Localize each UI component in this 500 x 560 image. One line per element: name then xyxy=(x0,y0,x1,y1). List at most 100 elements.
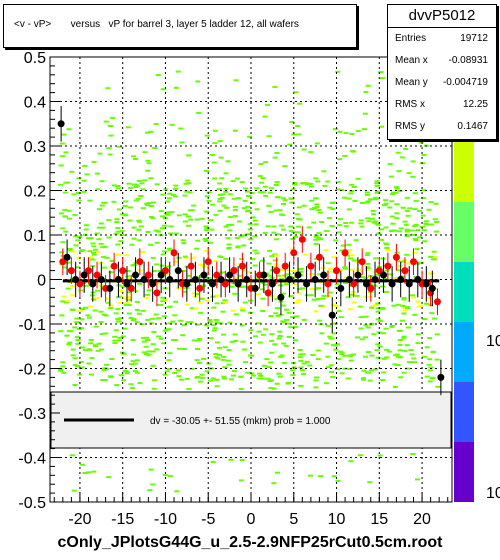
y-tick-label: 0.4 xyxy=(24,95,46,112)
black-point xyxy=(183,280,191,288)
stats-value: -0.08931 xyxy=(448,55,488,66)
black-point xyxy=(106,284,114,292)
x-tick-label: 15 xyxy=(370,511,388,528)
stats-label: Mean x xyxy=(395,55,428,66)
black-point xyxy=(114,276,122,283)
x-tick-label: 0 xyxy=(247,511,256,528)
stats-name: dvvP5012 xyxy=(388,5,496,28)
red-point xyxy=(187,262,195,270)
x-tick-label: -5 xyxy=(201,511,215,528)
black-point xyxy=(285,276,293,283)
stats-box: dvvP5012 Entries 19712 Mean x -0.08931 M… xyxy=(387,4,497,140)
stats-row-mean-y: Mean y -0.004719 xyxy=(388,72,496,94)
black-point xyxy=(428,284,436,292)
red-point xyxy=(230,267,238,275)
red-point xyxy=(213,271,221,279)
red-point xyxy=(59,258,67,266)
black-point xyxy=(57,120,65,128)
black-point xyxy=(89,280,97,288)
red-point xyxy=(170,249,178,257)
red-point xyxy=(315,253,323,261)
stats-value: -0.004719 xyxy=(442,77,488,88)
red-point xyxy=(153,289,161,297)
black-point xyxy=(328,311,336,319)
red-point xyxy=(119,267,127,275)
stats-label: Entries xyxy=(395,33,427,44)
black-point xyxy=(191,276,199,283)
red-point xyxy=(281,262,289,270)
red-point xyxy=(273,267,281,275)
stats-value: 12.25 xyxy=(462,99,488,110)
stats-row-mean-x: Mean x -0.08931 xyxy=(388,50,496,72)
black-point xyxy=(200,271,208,279)
stats-label: RMS y xyxy=(395,121,425,132)
black-point xyxy=(174,267,182,275)
red-point xyxy=(204,258,212,266)
y-tick-label: 0.5 xyxy=(24,50,46,67)
y-tick-label: -0.4 xyxy=(18,451,46,468)
black-point xyxy=(72,276,80,283)
colorbar-segment xyxy=(454,442,474,502)
red-point xyxy=(410,258,418,266)
black-point xyxy=(414,276,422,283)
black-point xyxy=(268,280,276,288)
black-point xyxy=(140,276,148,283)
red-point xyxy=(127,284,135,292)
red-point xyxy=(136,258,144,266)
colorbar-segment xyxy=(454,202,474,262)
red-point xyxy=(341,249,349,257)
black-point xyxy=(260,271,268,279)
title-box: <v - vP> versus vP for barrel 3, layer 5… xyxy=(3,4,357,48)
black-point xyxy=(320,271,328,279)
y-tick-label: 0.3 xyxy=(24,139,46,156)
black-point xyxy=(149,280,157,288)
black-point xyxy=(437,373,445,381)
red-point xyxy=(221,280,229,288)
red-point xyxy=(384,262,392,270)
y-tick-label: -0.2 xyxy=(18,362,46,379)
red-point xyxy=(375,267,383,275)
x-tick-label: 5 xyxy=(289,511,298,528)
red-point xyxy=(392,253,400,261)
x-tick-label: -15 xyxy=(111,511,134,528)
black-point xyxy=(97,276,105,283)
black-point xyxy=(80,271,88,279)
black-point xyxy=(157,271,165,279)
red-point xyxy=(144,271,152,279)
red-point xyxy=(324,280,332,288)
black-point xyxy=(251,284,259,292)
colorbar-segment xyxy=(454,322,474,382)
red-point xyxy=(93,271,101,279)
red-point xyxy=(358,258,366,266)
black-point xyxy=(422,280,430,288)
red-point xyxy=(196,284,204,292)
stats-row-rms-x: RMS x 12.25 xyxy=(388,94,496,116)
red-point xyxy=(67,267,75,275)
red-point xyxy=(76,280,84,288)
black-point xyxy=(63,253,71,261)
red-point xyxy=(307,262,315,270)
red-point xyxy=(298,235,306,243)
black-point xyxy=(226,271,234,279)
red-point xyxy=(264,289,272,297)
red-point xyxy=(238,262,246,270)
black-point xyxy=(388,280,396,288)
black-point xyxy=(294,271,302,279)
black-point xyxy=(311,276,319,283)
x-tick-label: -10 xyxy=(154,511,177,528)
stats-label: RMS x xyxy=(395,99,425,110)
black-point xyxy=(209,280,217,288)
black-point xyxy=(380,271,388,279)
red-point xyxy=(367,284,375,292)
y-tick-label: 0 xyxy=(37,273,46,290)
black-point xyxy=(217,276,225,283)
colorbar-segment xyxy=(454,382,474,442)
y-tick-label: -0.3 xyxy=(18,406,46,423)
stats-row-rms-y: RMS y 0.1467 xyxy=(388,116,496,138)
y-tick-label: -0.1 xyxy=(18,317,46,334)
colorbar-label: 10 xyxy=(486,333,500,350)
red-point xyxy=(333,267,341,275)
red-point xyxy=(161,267,169,275)
black-point xyxy=(166,276,174,283)
